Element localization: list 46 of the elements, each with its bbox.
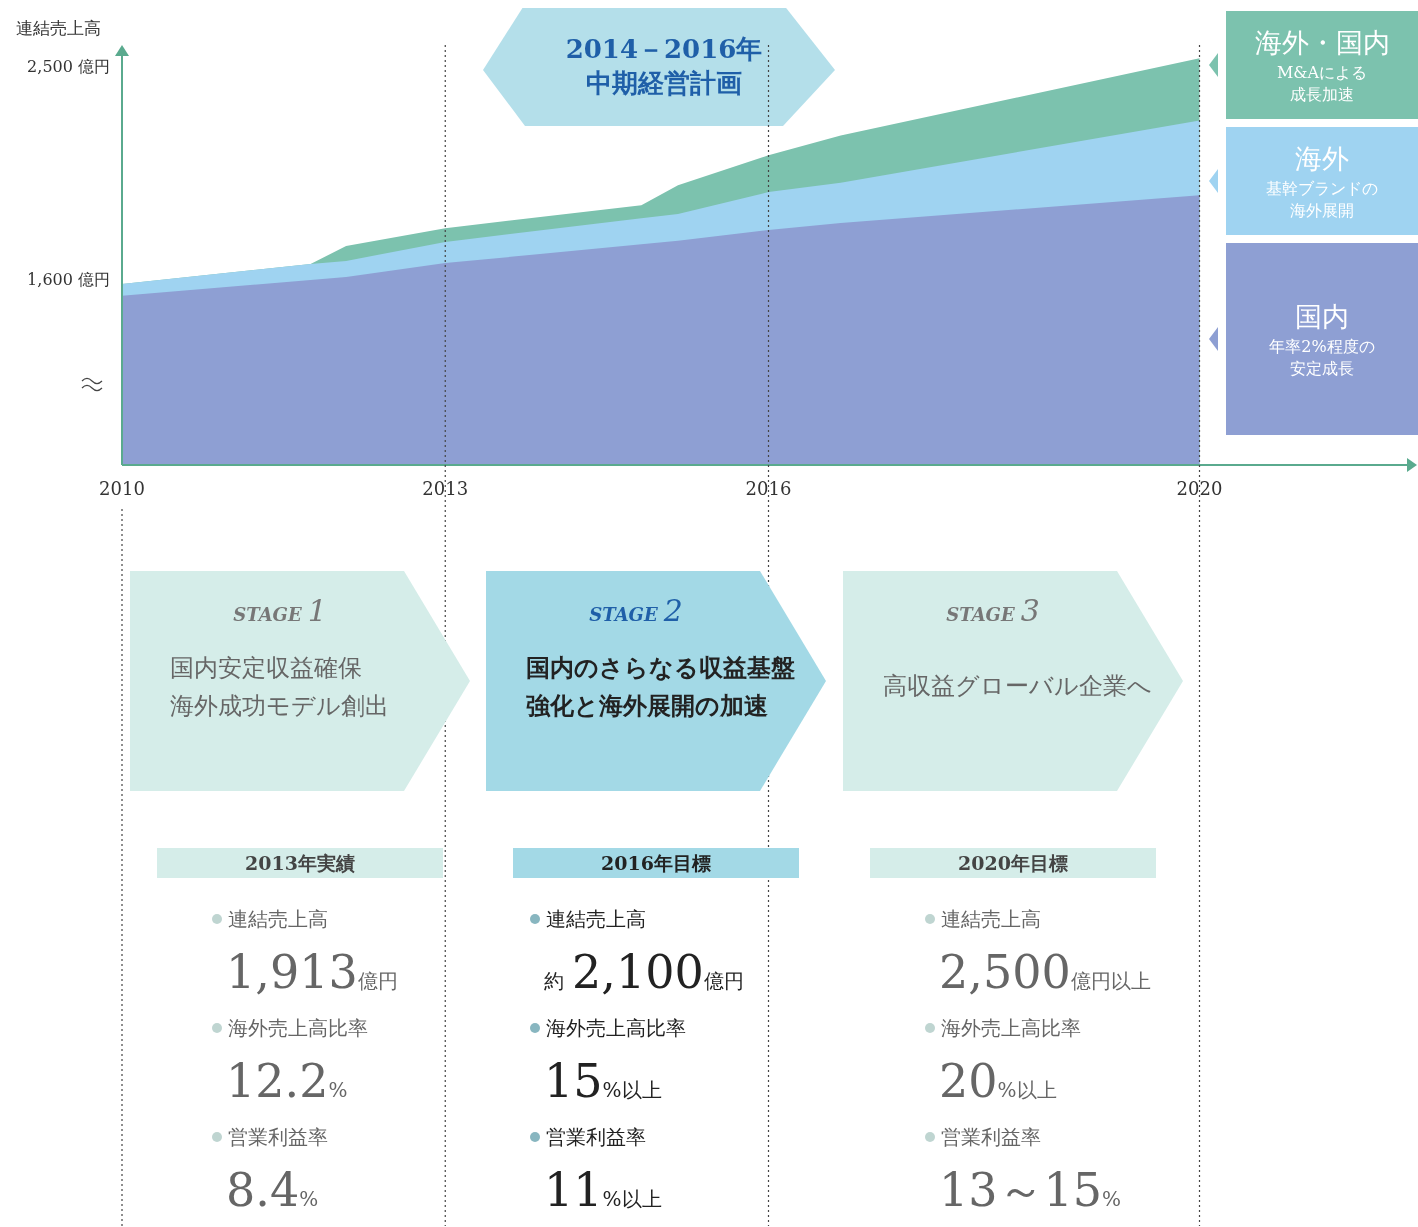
text: 海外成功モデル創出 [170, 692, 389, 720]
x-tick-label: 2020 [1176, 478, 1223, 499]
annotation: M&Aによる [1276, 63, 1368, 82]
data-label: 8.4% [226, 1163, 319, 1217]
x-tick-label: 2013 [422, 478, 469, 499]
y-tick-label: 1,600 億円 [27, 270, 110, 290]
text: 国内安定収益確保 [170, 654, 362, 682]
category-label: 2020年目標 [958, 852, 1068, 874]
annotation: 2014－2016年 [565, 34, 763, 64]
x-tick-label: 2016 [745, 478, 792, 499]
text: 海外・国内 [1254, 27, 1390, 58]
legend-label: 海外売上高比率 [228, 1016, 368, 1040]
text: 営業利益率 [546, 1125, 646, 1149]
annotation: 安定成長 [1290, 359, 1354, 378]
annotation: 年率2%程度の [1269, 337, 1375, 356]
text: 海外売上高比率 [546, 1016, 686, 1040]
text: 営業利益率 [941, 1125, 1041, 1149]
category-label: 2016年目標 [601, 852, 711, 874]
x-tick-label: 2010 [99, 478, 145, 499]
annotation: 海外展開 [1290, 201, 1354, 220]
data-label: 15%以上 [544, 1054, 662, 1108]
data-label: 11%以上 [544, 1163, 662, 1217]
text: 連結売上高 [941, 907, 1041, 931]
category-label: STAGE 1 [233, 593, 327, 628]
text: 国内のさらなる収益基盤強化と海外展開の加速 [526, 653, 795, 720]
data-label: 1,913億円 [226, 945, 398, 999]
text: 海外 [1295, 143, 1349, 174]
legend-label: 営業利益率 [228, 1125, 328, 1149]
category-label: STAGE 2 [589, 593, 683, 628]
text: 海外売上高比率 [941, 1016, 1081, 1040]
data-label: 20%以上 [939, 1054, 1057, 1108]
data-label: 13～15% [939, 1163, 1122, 1217]
annotation: 成長加速 [1290, 85, 1354, 104]
y-axis-title: 連結売上高 [16, 18, 101, 38]
text: 国内 [1295, 301, 1349, 332]
data-label: 2,500億円以上 [939, 945, 1151, 999]
y-tick-label: 2,500 億円 [27, 56, 110, 76]
text: 高収益グローバル企業へ [883, 672, 1152, 700]
annotation: 中期経営計画 [586, 68, 742, 98]
data-label: 約 2,100億円 [544, 945, 744, 999]
data-label: 12.2% [226, 1054, 348, 1108]
category-label: 2013年実績 [245, 852, 355, 874]
category-label: STAGE 3 [946, 593, 1040, 628]
annotation: 基幹ブランドの [1266, 179, 1378, 198]
legend-label: 連結売上高 [228, 907, 328, 931]
text: 連結売上高 [546, 907, 646, 931]
